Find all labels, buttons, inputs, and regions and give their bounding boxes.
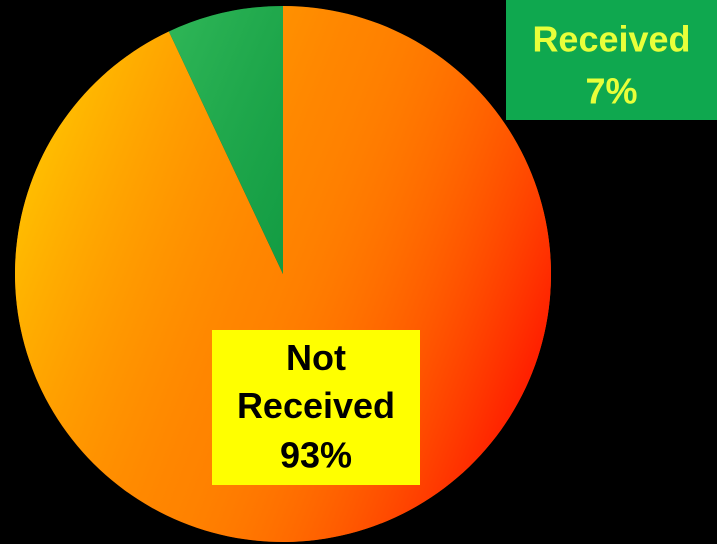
slice-shading: [168, 6, 283, 274]
slice-label: Received: [532, 19, 690, 60]
slice-label: Not Received: [237, 337, 395, 426]
label-line: Not: [286, 337, 346, 378]
label-line: Received: [237, 385, 395, 426]
slice-value-label: 7%: [585, 71, 637, 112]
slice-value-label: 93%: [280, 435, 352, 476]
label-box: [506, 0, 717, 120]
label-box: [212, 330, 420, 485]
